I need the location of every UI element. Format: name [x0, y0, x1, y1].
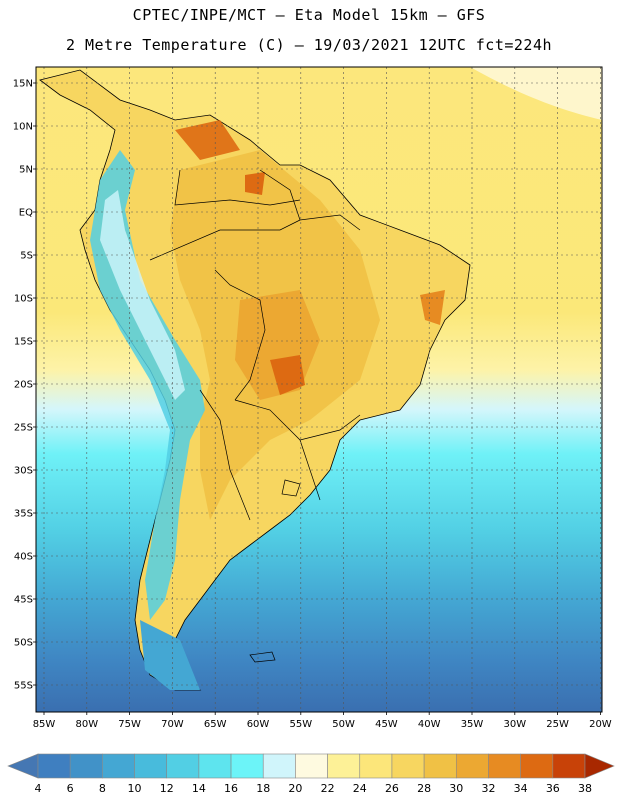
colorbar-swatch [134, 753, 168, 779]
lat-label: 40S [14, 552, 33, 563]
colorbar-swatch [37, 753, 71, 779]
lat-label: EQ [19, 208, 33, 219]
colorbar-swatch [455, 753, 489, 779]
colorbar-label: 18 [256, 782, 270, 795]
colorbar-swatch [327, 753, 361, 779]
colorbar-swatch [230, 753, 264, 779]
lon-label: 85W [33, 719, 56, 730]
lat-label: 25S [14, 423, 33, 434]
country-borders [149, 169, 361, 521]
lat-label: 50S [14, 638, 33, 649]
colorbar-underflow [7, 753, 39, 779]
lon-label: 70W [161, 719, 184, 730]
lon-label: 30W [503, 719, 526, 730]
colorbar-label: 16 [224, 782, 238, 795]
lon-label: 65W [204, 719, 227, 730]
colorbar-label: 38 [578, 782, 592, 795]
lon-label: 80W [75, 719, 98, 730]
colorbar-label: 20 [288, 782, 302, 795]
colorbar-label: 26 [385, 782, 399, 795]
colorbar-label: 36 [546, 782, 560, 795]
lat-label: 5S [20, 251, 33, 262]
colorbar-swatch [391, 753, 425, 779]
graticule [36, 67, 602, 712]
colorbar-swatch [295, 753, 328, 779]
lon-label: 75W [118, 719, 141, 730]
colorbar-swatch [359, 753, 393, 779]
lat-label: 30S [14, 466, 33, 477]
colorbar-label: 28 [417, 782, 431, 795]
colorbar-swatch [552, 753, 586, 779]
colorbar-label: 6 [67, 782, 74, 795]
colorbar-label: 34 [514, 782, 528, 795]
colorbar-swatch [262, 753, 296, 779]
map-field [36, 67, 602, 712]
lat-label: 20S [14, 380, 33, 391]
colorbar-swatch [102, 753, 135, 779]
colorbar-swatch [423, 753, 457, 779]
colorbar-swatch [69, 753, 103, 779]
lat-label: 15S [14, 337, 33, 348]
map-subtitle: 2 Metre Temperature (C) – 19/03/2021 12U… [65, 36, 553, 54]
lon-label: 55W [289, 719, 312, 730]
lon-label: 45W [375, 719, 398, 730]
lon-label: 35W [461, 719, 484, 730]
longitude-labels: 85W 80W 75W 70W 65W 60W 55W 50W 45W 40W 35W 30W 25W 2… [33, 712, 612, 730]
colorbar-label: 14 [192, 782, 206, 795]
lat-label: 5N [19, 165, 33, 176]
lon-label: 50W [332, 719, 355, 730]
colorbar-label: 32 [481, 782, 495, 795]
colorbar-swatch [520, 753, 554, 779]
map-title: CPTEC/INPE/MCT – Eta Model 15km – GFS [132, 6, 486, 24]
colorbar-label: 8 [99, 782, 106, 795]
lat-label: 45S [14, 595, 33, 606]
lat-label: 55S [14, 681, 33, 692]
colorbar-labels: 4 6 8 10 12 14 16 18 20 22 24 26 28 30 32 34 36 38 [35, 782, 593, 795]
map-frame [35, 66, 603, 713]
colorbar-label: 12 [160, 782, 174, 795]
lat-label: 10S [14, 294, 33, 305]
colorbar-overflow [584, 753, 615, 779]
colorbar-label: 10 [128, 782, 142, 795]
lon-label: 40W [418, 719, 441, 730]
lat-label: 10N [13, 122, 33, 133]
lon-label: 25W [546, 719, 569, 730]
colorbar [7, 753, 615, 779]
latitude-labels: 15N 10N 5N EQ 5S 10S 15S 20S 25S 30S 35S 40S 45S 50S 5… [13, 79, 36, 692]
colorbar-label: 22 [321, 782, 335, 795]
colorbar-label: 24 [353, 782, 367, 795]
colorbar-label: 30 [449, 782, 463, 795]
lat-label: 35S [14, 509, 33, 520]
lon-label: 60W [247, 719, 270, 730]
colorbar-swatch [488, 753, 521, 779]
colorbar-swatch [198, 753, 232, 779]
lat-label: 15N [13, 79, 33, 90]
colorbar-label: 4 [35, 782, 42, 795]
lon-label: 20W [589, 719, 612, 730]
colorbar-swatch [166, 753, 200, 779]
